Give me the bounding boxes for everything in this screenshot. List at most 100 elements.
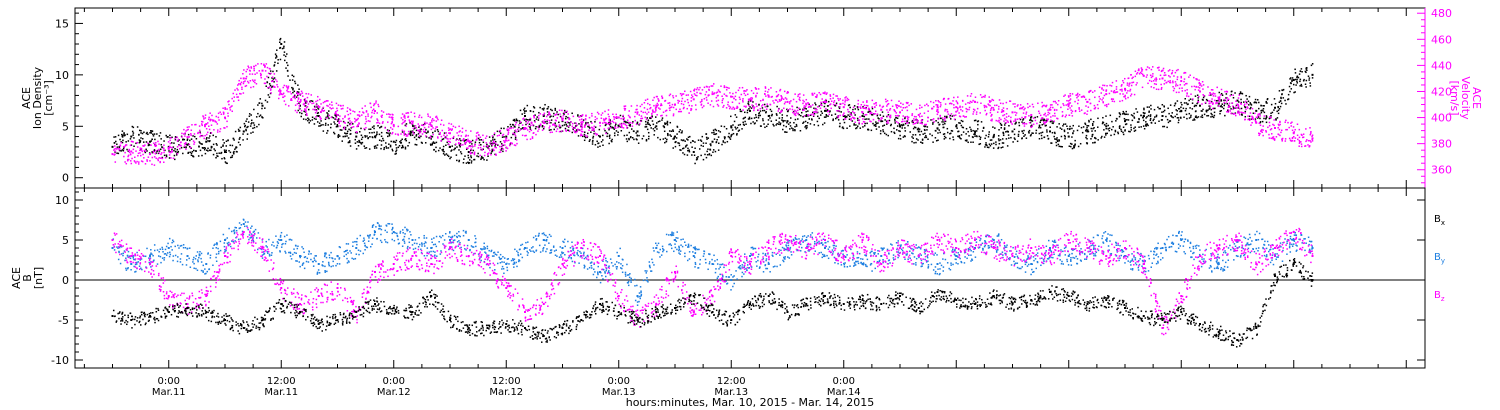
velocity-series-dot xyxy=(208,125,210,127)
velocity-series-dot xyxy=(650,116,653,118)
density-series-dot xyxy=(750,122,752,125)
density-series-dot xyxy=(1161,103,1164,106)
velocity-series-dot xyxy=(266,66,269,69)
density-series-dot xyxy=(287,75,289,77)
density-series-dot xyxy=(951,115,954,117)
velocity-series-dot xyxy=(211,119,213,121)
velocity-series-dot xyxy=(326,100,328,102)
velocity-series-dot xyxy=(1051,104,1053,106)
velocity-series-dot xyxy=(1050,119,1052,122)
velocity-series-point xyxy=(899,111,901,114)
velocity-series-dot xyxy=(931,107,933,110)
density-series-dot xyxy=(1238,93,1241,95)
velocity-series-dot xyxy=(502,148,505,150)
density-series-dot xyxy=(534,127,537,130)
velocity-series-dot xyxy=(715,92,718,94)
density-series-dot xyxy=(814,103,817,106)
density-series-dot xyxy=(297,109,300,112)
density-series-dot xyxy=(826,109,829,111)
density-series-dot xyxy=(687,136,690,139)
velocity-series-dot xyxy=(1074,109,1077,112)
density-series-dot xyxy=(997,138,1000,140)
density-series-dot xyxy=(210,149,212,152)
velocity-series-dot xyxy=(645,118,648,121)
velocity-series-dot xyxy=(918,107,921,109)
velocity-series-dot xyxy=(224,108,226,110)
density-series-dot xyxy=(359,142,362,144)
velocity-series-dot xyxy=(169,139,171,142)
velocity-series-dot xyxy=(1041,117,1044,119)
density-series-dot xyxy=(1278,108,1281,110)
density-series-dot xyxy=(1013,133,1016,136)
velocity-series-dot xyxy=(127,155,129,158)
velocity-series-dot xyxy=(990,115,992,117)
velocity-series-dot xyxy=(693,93,696,95)
density-series-dot xyxy=(322,130,325,132)
density-series-dot xyxy=(1234,92,1236,94)
velocity-series-dot xyxy=(672,96,675,99)
density-series-dot xyxy=(917,139,919,141)
density-series-dot xyxy=(299,111,301,114)
density-series-dot xyxy=(987,136,990,138)
velocity-series-dot xyxy=(401,113,404,115)
density-series-dot xyxy=(1289,78,1291,80)
density-series-dot xyxy=(809,114,812,117)
density-series-dot xyxy=(415,144,418,146)
density-series-dot xyxy=(1044,125,1047,127)
velocity-series-dot xyxy=(279,88,281,91)
density-series-dot xyxy=(644,126,647,128)
velocity-series-dot xyxy=(1045,121,1047,123)
velocity-series-dot xyxy=(177,138,180,141)
density-series-dot xyxy=(190,138,193,140)
velocity-series-dot xyxy=(1093,107,1096,110)
velocity-series-dot xyxy=(1055,102,1057,104)
density-series-dot xyxy=(759,110,762,112)
velocity-series-dot xyxy=(624,109,626,111)
velocity-series-dot xyxy=(672,114,675,117)
density-series-dot xyxy=(615,130,618,132)
velocity-series-dot xyxy=(859,106,862,108)
velocity-series-dot xyxy=(1001,110,1003,113)
density-series-dot xyxy=(244,125,246,128)
density-series-dot xyxy=(1088,119,1090,122)
density-series-dot xyxy=(187,151,190,154)
velocity-series-dot xyxy=(1096,103,1099,106)
velocity-series-dot xyxy=(538,128,540,130)
velocity-series-dot xyxy=(615,113,618,116)
velocity-series-dot xyxy=(495,143,498,146)
velocity-series-dot xyxy=(466,147,468,149)
density-series-dot xyxy=(820,102,823,105)
density-series-dot xyxy=(713,131,715,134)
velocity-series-dot xyxy=(155,141,157,144)
density-series-dot xyxy=(598,128,601,131)
density-series-dot xyxy=(625,138,628,140)
density-series-dot xyxy=(1193,118,1196,120)
velocity-series-dot xyxy=(1124,97,1127,100)
density-series-dot xyxy=(740,110,743,113)
velocity-series-dot xyxy=(159,157,162,159)
density-series-dot xyxy=(175,150,177,153)
density-series-dot xyxy=(638,124,640,126)
density-series-dot xyxy=(267,76,270,79)
density-series-dot xyxy=(234,148,236,150)
density-series-dot xyxy=(913,142,915,144)
velocity-series-dot xyxy=(675,108,677,111)
density-series-dot xyxy=(1303,78,1305,81)
density-series-dot xyxy=(437,130,440,133)
density-series-point xyxy=(824,109,826,112)
density-series-dot xyxy=(1250,103,1252,105)
velocity-series-dot xyxy=(799,96,801,99)
density-series-dot xyxy=(734,126,737,128)
velocity-tick-label: 420 xyxy=(1431,85,1452,98)
velocity-series-dot xyxy=(330,116,333,119)
density-series-dot xyxy=(518,126,520,129)
velocity-series-dot xyxy=(564,129,567,131)
density-series-dot xyxy=(257,104,259,106)
density-series-dot xyxy=(491,148,494,151)
density-series-dot xyxy=(835,117,837,120)
velocity-series-dot xyxy=(935,104,937,106)
velocity-series-dot xyxy=(873,103,875,105)
density-series-dot xyxy=(376,131,378,133)
velocity-series-dot xyxy=(1155,80,1157,82)
velocity-series-dot xyxy=(1036,122,1038,125)
